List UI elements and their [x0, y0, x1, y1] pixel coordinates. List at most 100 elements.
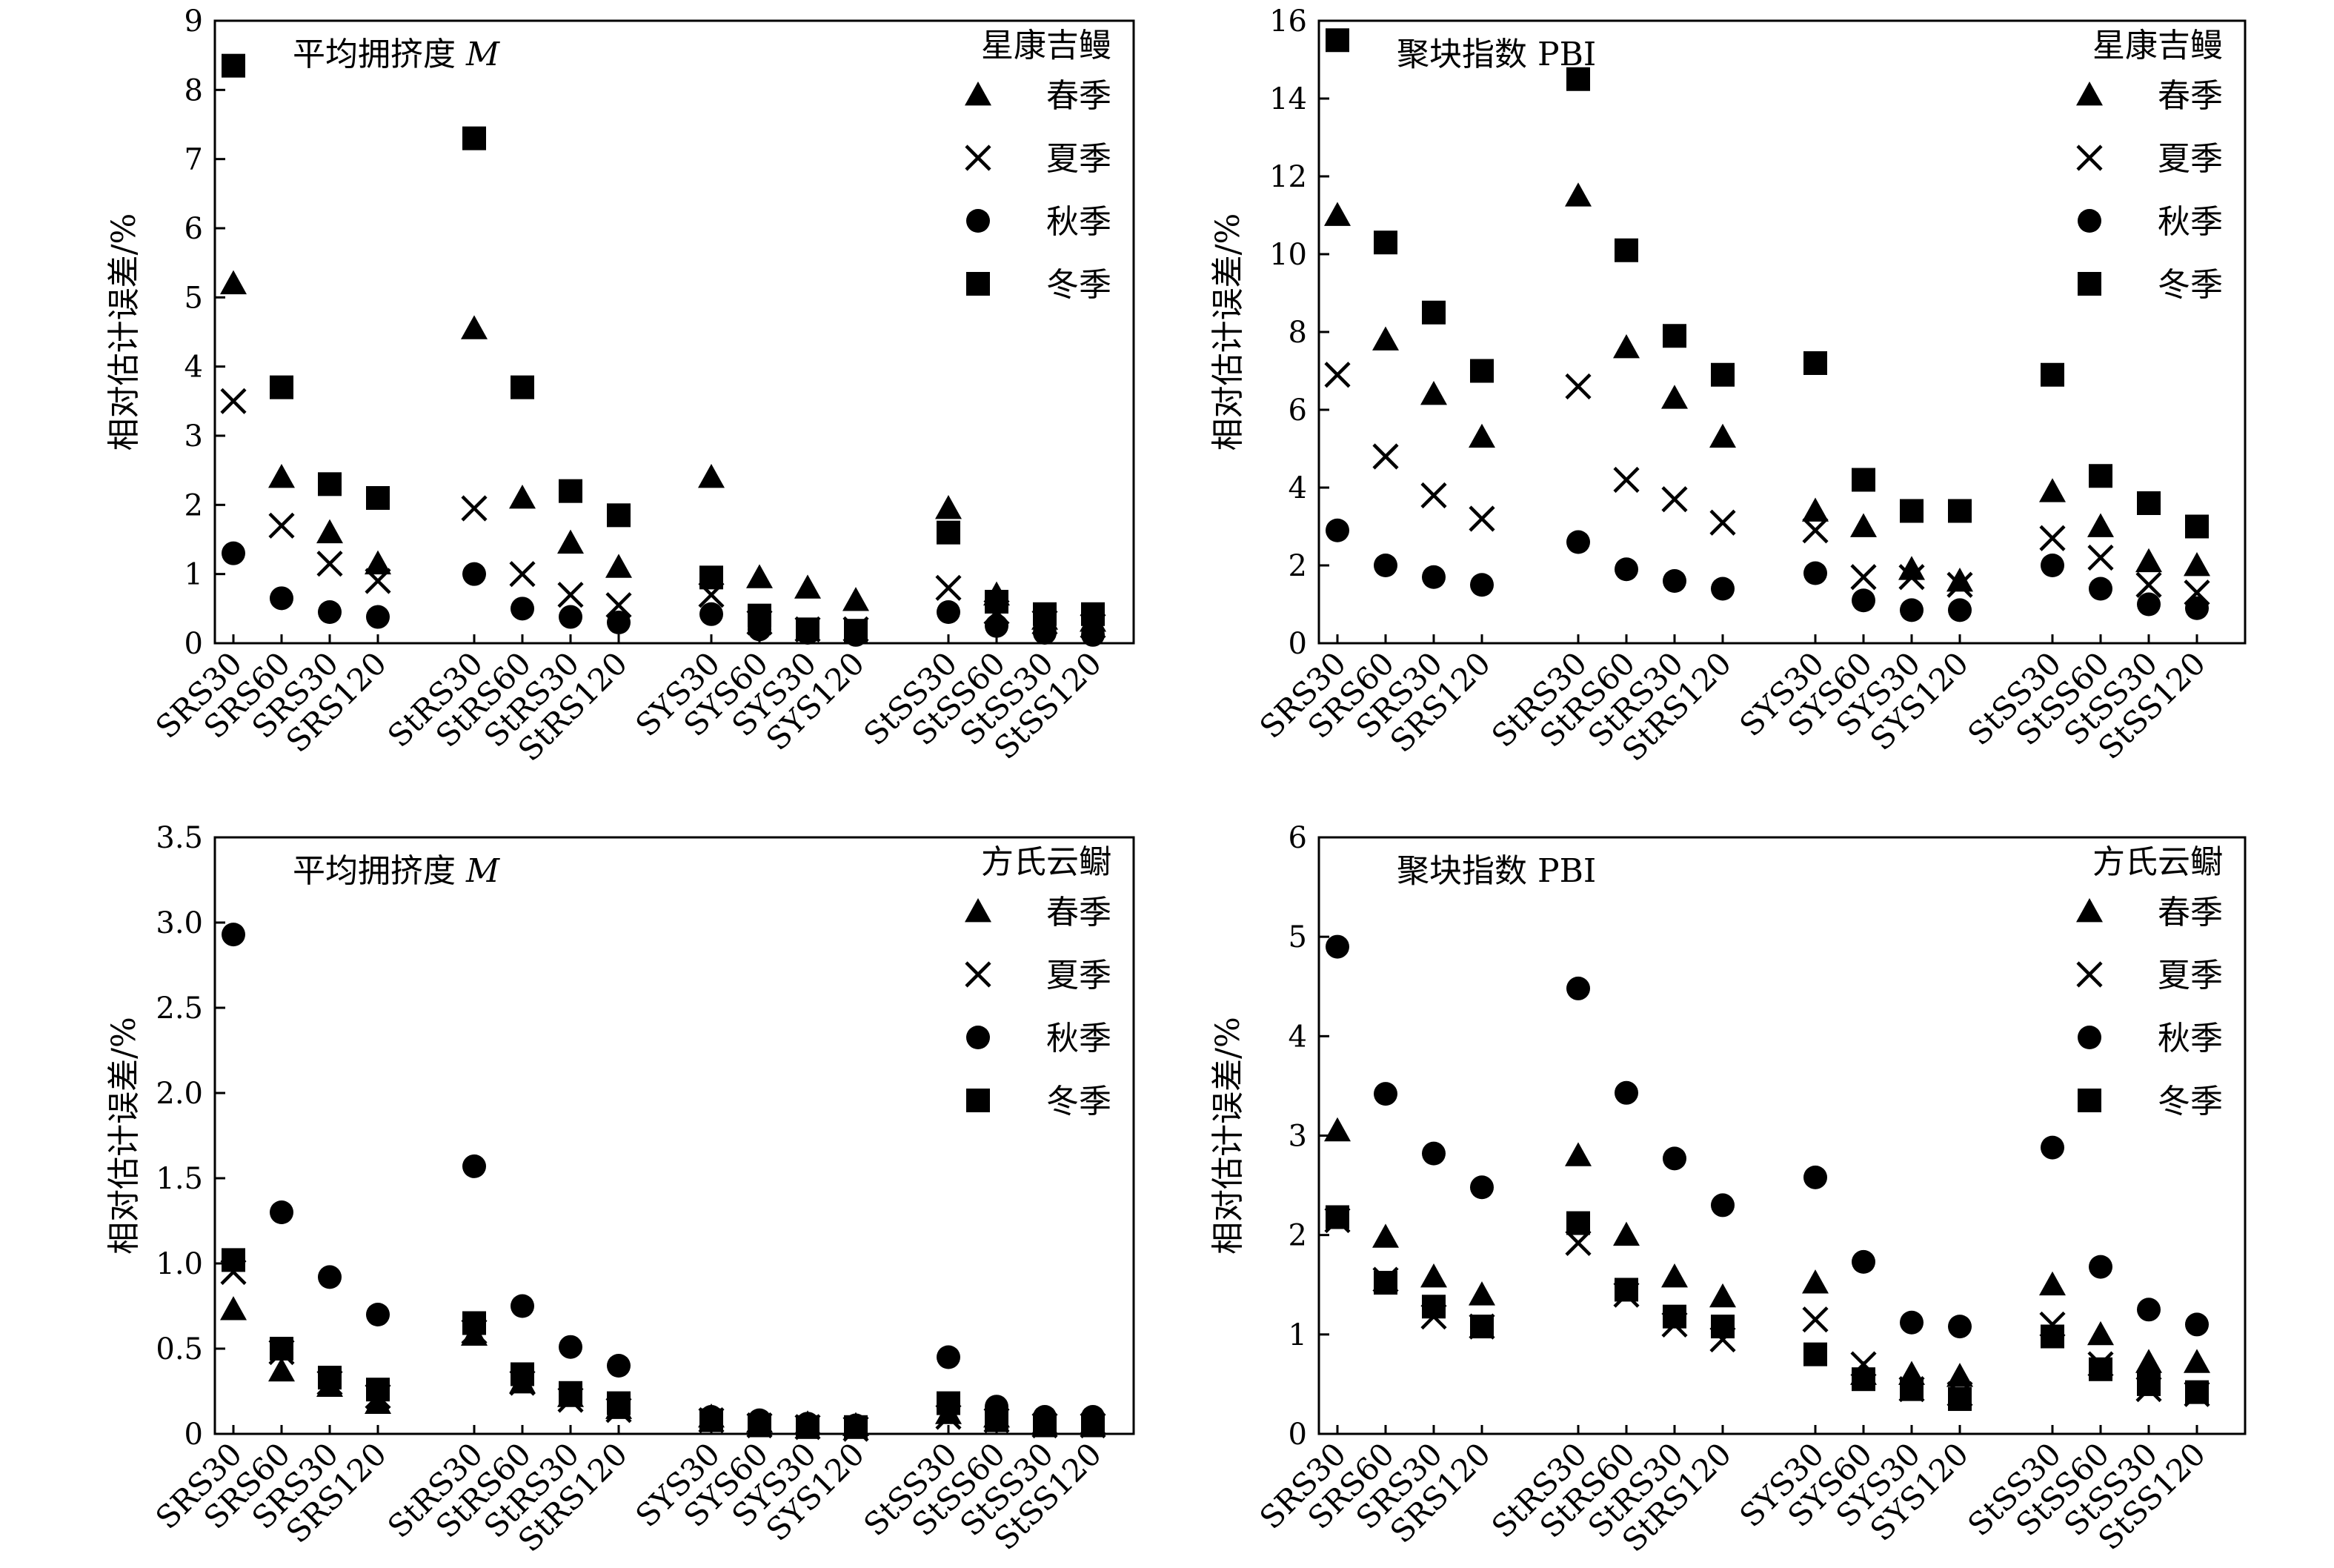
plot-frame — [213, 19, 1135, 645]
data-point-square — [1852, 1367, 1875, 1392]
y-tick-label: 2.0 — [156, 1077, 203, 1111]
panel-title: 聚块指数 PBI — [1397, 36, 1596, 73]
data-point-square — [796, 1415, 819, 1439]
data-point-circle — [1948, 598, 1972, 622]
y-tick-label: 9 — [184, 4, 203, 39]
legend-label: 冬季 — [2158, 1083, 2223, 1120]
data-point-triangle — [268, 1357, 295, 1382]
series-cross — [220, 388, 1106, 642]
legend-marker-triangle — [2076, 82, 2103, 106]
data-point-square — [1422, 300, 1446, 325]
data-point-circle — [1852, 588, 1875, 613]
data-point-square — [2185, 514, 2209, 539]
legend-label: 春季 — [2158, 894, 2223, 931]
data-point-square — [607, 503, 631, 528]
data-point-square — [222, 1248, 245, 1272]
data-point-circle — [1803, 1165, 1827, 1189]
series-triangle — [220, 1296, 1106, 1436]
data-point-circle — [318, 600, 342, 624]
series-circle — [222, 923, 1105, 1438]
legend-label: 冬季 — [1046, 266, 1111, 304]
data-point-circle — [462, 1154, 486, 1178]
data-point-triangle — [2135, 548, 2162, 573]
data-point-square — [1470, 1315, 1494, 1339]
panel-title: 聚块指数 PBI — [1397, 852, 1596, 890]
data-point-square — [1803, 351, 1827, 375]
data-point-cross — [1850, 564, 1877, 591]
data-point-square — [796, 617, 819, 642]
data-point-circle — [1374, 554, 1397, 577]
data-point-triangle — [1661, 1263, 1688, 1288]
series-circle — [1326, 934, 2209, 1339]
data-point-circle — [1948, 1315, 1972, 1339]
data-point-cross — [220, 388, 247, 414]
data-point-circle — [559, 1335, 582, 1359]
data-point-cross — [2135, 571, 2162, 598]
legend-label: 夏季 — [2158, 140, 2223, 178]
data-point-circle — [1470, 573, 1494, 597]
series-triangle — [220, 270, 1106, 632]
data-point-triangle — [1469, 1281, 1495, 1306]
data-point-circle — [1081, 622, 1105, 647]
data-point-circle — [2089, 577, 2112, 601]
legend-label: 秋季 — [1046, 203, 1111, 241]
data-point-square — [699, 1408, 723, 1432]
data-point-square — [222, 53, 245, 78]
data-point-square — [1326, 1205, 1349, 1229]
legend-label: 冬季 — [1046, 1083, 1111, 1120]
y-tick-label: 3 — [184, 419, 203, 454]
data-point-cross — [1802, 517, 1829, 544]
data-point-square — [748, 603, 771, 628]
y-tick-label: 3.0 — [156, 906, 203, 940]
data-point-cross — [1802, 1306, 1829, 1333]
data-point-square — [270, 375, 293, 399]
y-tick-label: 1.5 — [156, 1162, 203, 1196]
y-axis-label: 相对估计误差/% — [1209, 213, 1247, 451]
data-point-square — [699, 565, 723, 590]
data-point-circle — [2137, 592, 2161, 617]
legend-label: 秋季 — [2158, 203, 2223, 241]
legend-label: 冬季 — [2158, 266, 2223, 304]
data-point-triangle — [220, 1296, 247, 1320]
data-point-cross — [1565, 373, 1592, 400]
species-label: 方氏云鳚 — [2092, 843, 2223, 881]
legend-marker-triangle — [965, 898, 991, 923]
panel-title: 平均拥挤度 M — [293, 852, 500, 890]
data-point-cross — [1372, 443, 1399, 470]
data-point-circle — [1852, 1249, 1875, 1274]
y-tick-label: 0 — [184, 627, 203, 661]
data-point-circle — [699, 602, 723, 626]
data-point-triangle — [1661, 385, 1688, 409]
y-tick-label: 10 — [1269, 238, 1307, 272]
y-tick-label: 8 — [184, 73, 203, 107]
legend-label: 春季 — [1046, 894, 1111, 931]
data-point-square — [1566, 1211, 1590, 1235]
plot-frame — [213, 836, 1135, 1435]
data-point-square — [462, 126, 486, 150]
series-cross — [220, 1258, 1106, 1442]
data-point-square — [559, 479, 582, 503]
y-axis-label: 相对估计误差/% — [105, 1017, 143, 1255]
y-tick-label: 3 — [1289, 1120, 1307, 1154]
data-point-square — [937, 520, 960, 545]
legend-marker-square — [966, 272, 990, 296]
data-point-circle — [2041, 1135, 2064, 1160]
chart-panel-2: 0246810121416SRS30SRS60SRS30SRS120StRS30… — [1209, 4, 2247, 768]
data-point-circle — [559, 605, 582, 629]
data-point-square — [318, 1366, 342, 1390]
y-tick-label: 6 — [1289, 393, 1307, 428]
data-point-square — [511, 1362, 534, 1386]
data-point-triangle — [2087, 513, 2114, 537]
panel-title-symbol: M — [456, 852, 500, 890]
legend-marker-square — [966, 1089, 990, 1112]
data-point-triangle — [698, 464, 725, 488]
data-point-square — [366, 486, 390, 510]
data-point-square — [318, 472, 342, 496]
y-tick-label: 4 — [1289, 1020, 1307, 1054]
data-point-circle — [1711, 1193, 1735, 1217]
data-point-triangle — [1850, 513, 1877, 537]
data-point-square — [1615, 238, 1638, 262]
data-point-square — [270, 1337, 293, 1361]
data-point-triangle — [1565, 1142, 1592, 1166]
